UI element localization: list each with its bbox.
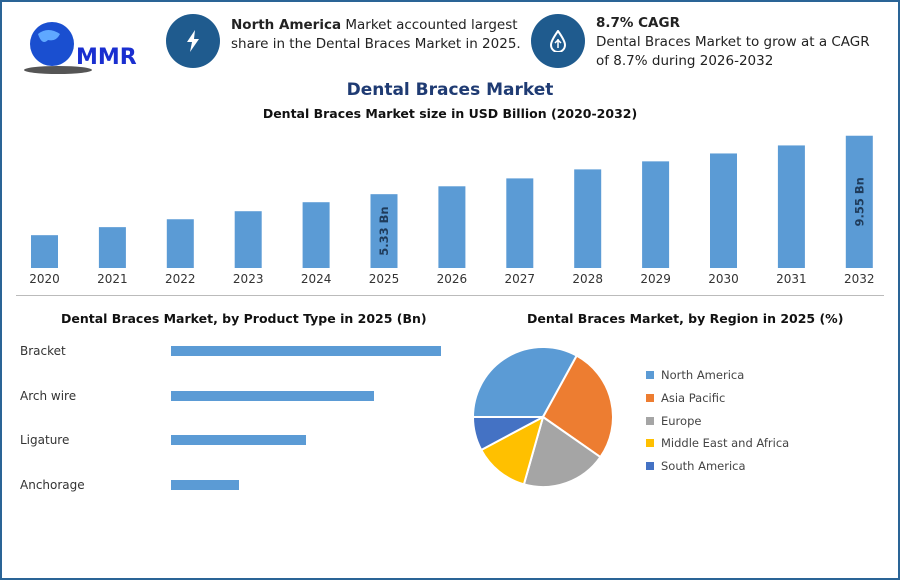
slice-middle-east-and-africa (479, 415, 545, 486)
x-tick-2021: 2021 (97, 272, 128, 286)
region-chart-title: Dental Braces Market, by Region in 2025 … (527, 311, 844, 326)
x-tick-2029: 2029 (640, 272, 671, 286)
data-label-2025: 5.33 Bn (377, 206, 391, 255)
category-label: Arch wire (20, 388, 77, 403)
product-chart-title: Dental Braces Market, by Product Type in… (61, 311, 427, 326)
logo-text: MMR (76, 45, 137, 70)
mmr-logo: MMR (24, 22, 137, 74)
bar-2031 (777, 145, 805, 268)
x-tick-2020: 2020 (29, 272, 60, 286)
bar-2032 (845, 135, 873, 268)
x-tick-2022: 2022 (165, 272, 196, 286)
bar-anchorage (171, 479, 239, 490)
x-tick-2025: 2025 (369, 272, 400, 286)
legend-item: Europe (646, 409, 789, 432)
legend-item: North America (646, 364, 789, 387)
legend-swatch (646, 416, 654, 425)
legend-label: North America (661, 368, 745, 383)
slice-asia-pacific (541, 354, 614, 459)
region-pie-chart (471, 346, 614, 488)
category-label: Bracket (20, 344, 66, 358)
x-tick-2024: 2024 (301, 272, 332, 286)
bar-2027 (506, 178, 534, 268)
bar-chart-title: Dental Braces Market size in USD Billion… (262, 106, 638, 121)
bar-2026 (438, 186, 466, 268)
x-tick-2028: 2028 (572, 272, 603, 286)
divider (16, 295, 884, 296)
pie-legend: North America Asia Pacific Europe Middle Ea… (646, 364, 789, 477)
x-tick-2032: 2032 (844, 272, 875, 286)
lightning-icon (166, 14, 220, 68)
bar-2029 (642, 161, 670, 268)
legend-label: Middle East and Africa (661, 436, 790, 451)
legend-item: Asia Pacific (646, 387, 789, 410)
page-title: Dental Braces Market (346, 80, 554, 100)
legend-label: Asia Pacific (661, 391, 726, 406)
x-tick-2023: 2023 (233, 272, 264, 286)
legend-label: South America (661, 459, 746, 474)
legend-swatch (646, 394, 654, 403)
x-tick-2030: 2030 (708, 272, 739, 286)
x-tick-2031: 2031 (776, 272, 807, 286)
bar-2022 (166, 219, 194, 268)
bar-2023 (234, 211, 262, 268)
bar-arch-wire (171, 390, 374, 401)
bar-2024 (302, 202, 330, 268)
bar-2028 (574, 169, 602, 268)
info-cagr: 8.7% CAGR Dental Braces Market to grow at… (596, 15, 870, 69)
legend-swatch (646, 371, 654, 380)
legend-item: South America (646, 455, 789, 478)
legend-item: Middle East and Africa (646, 432, 789, 455)
bar-bracket (171, 346, 441, 356)
bar-2025 (370, 194, 398, 268)
info-north-america: North America Market accounted largest s… (231, 17, 521, 52)
slice-north-america (471, 346, 579, 418)
slice-south-america (471, 416, 544, 452)
x-tick-2026: 2026 (437, 272, 468, 286)
bar-2030 (710, 153, 737, 268)
bar-2021 (98, 227, 126, 268)
data-label-2032: 9.55 Bn (852, 177, 866, 226)
legend-label: Europe (661, 413, 702, 428)
growth-drop-icon (531, 14, 585, 68)
slice-europe (522, 415, 602, 488)
bar-2020 (31, 235, 58, 268)
category-label: Anchorage (20, 477, 85, 492)
legend-swatch (646, 439, 654, 448)
legend-swatch (646, 462, 654, 471)
x-tick-2027: 2027 (505, 272, 536, 286)
market-size-chart: 2020 2021 2022 2023 2024 2025 5.33 Bn 2026 2027 2… (29, 135, 875, 286)
bar-ligature (171, 435, 306, 445)
category-label: Ligature (20, 433, 70, 447)
